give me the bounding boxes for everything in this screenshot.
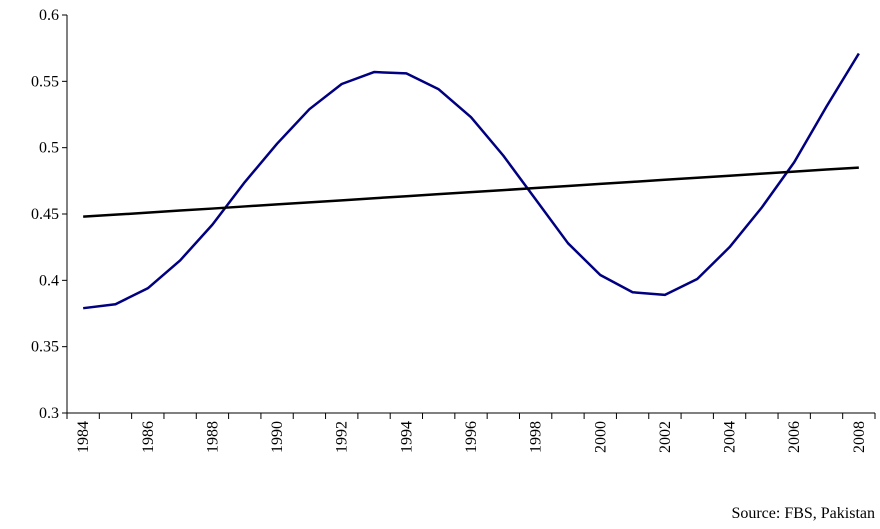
y-tick-label: 0.5 [39, 140, 59, 157]
data-line [83, 52, 860, 310]
x-tick-label: 1990 [269, 421, 286, 453]
x-tick-label: 1988 [204, 421, 221, 453]
x-tick-label: 2002 [657, 421, 674, 453]
x-tick-label: 2006 [786, 421, 803, 453]
x-tick-label: 1994 [398, 421, 415, 453]
data-line [83, 166, 859, 218]
y-tick-label: 0.6 [39, 7, 59, 24]
x-tick-label: 1992 [334, 421, 351, 453]
x-tick-label: 1984 [75, 421, 92, 453]
y-tick-label: 0.35 [31, 339, 59, 356]
y-tick-label: 0.45 [31, 206, 59, 223]
y-tick-label: 0.3 [39, 405, 59, 422]
x-tick-label: 2000 [592, 421, 609, 453]
x-tick-label: 2008 [851, 421, 868, 453]
x-tick-label: 1998 [528, 421, 545, 453]
x-tick-label: 1996 [463, 421, 480, 453]
x-tick-label: 1986 [140, 421, 157, 453]
y-tick-label: 0.4 [39, 272, 59, 289]
source-note: Source: FBS, Pakistan [731, 505, 875, 522]
y-tick-label: 0.55 [31, 73, 59, 90]
x-tick-label: 2004 [722, 421, 739, 453]
